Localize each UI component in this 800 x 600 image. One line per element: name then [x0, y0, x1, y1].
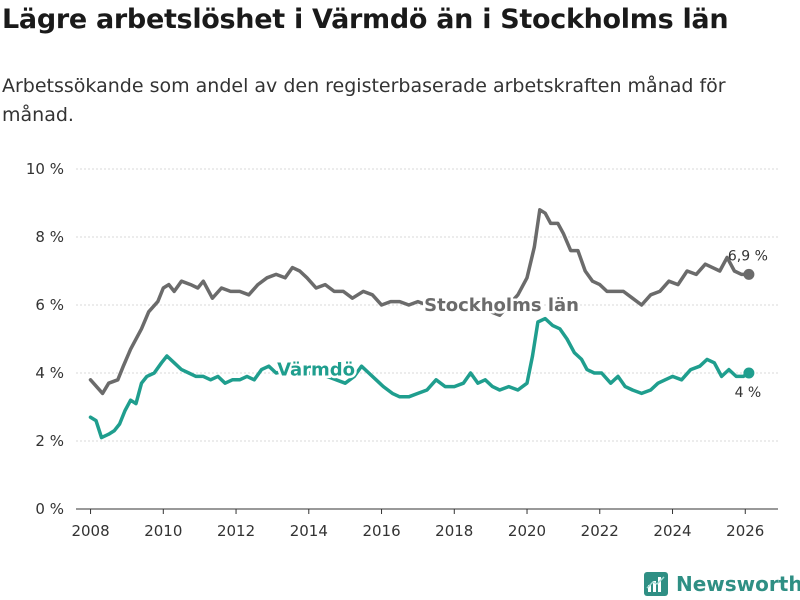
brand-name: Newsworthy: [676, 572, 800, 596]
series-name-label-v-rmd-: Värmdö: [277, 360, 355, 381]
y-tick-label: 10 %: [26, 160, 64, 178]
series-lines: [88, 208, 755, 440]
y-tick-label: 0 %: [35, 500, 64, 518]
x-tick-label: 2024: [653, 522, 691, 540]
x-tick-label: 2008: [71, 522, 109, 540]
chart-subtitle: Arbetssökande som andel av den registerb…: [2, 75, 726, 126]
y-tick-label: 6 %: [35, 296, 64, 314]
bar-chart-logo-icon: [644, 572, 668, 596]
newsworthy-logo: Newsworthy: [644, 569, 800, 599]
series-name-label-stockholms-l-n: Stockholms län: [424, 295, 579, 316]
series-line-v-rmd-: [88, 316, 751, 440]
x-tick-label: 2022: [581, 522, 619, 540]
end-point-v-rmd-: [743, 367, 755, 379]
y-tick-label: 2 %: [35, 432, 64, 450]
end-point-stockholms-l-n: [743, 268, 755, 280]
series-labels: 6,9 % 4 % Stockholms län Värmdö: [275, 248, 768, 401]
x-tick-label: 2018: [435, 522, 473, 540]
y-tick-label: 8 %: [35, 228, 64, 246]
x-tick-label: 2026: [726, 522, 764, 540]
axes: 0 % 2 % 4 % 6 % 8 % 10 % 2008 2010 2012 2014 2016 2…: [26, 160, 778, 540]
series-line-stockholms-l-n: [88, 208, 751, 396]
x-tick-label: 2020: [508, 522, 546, 540]
grid-lines: [76, 168, 778, 510]
y-tick-label: 4 %: [35, 364, 64, 382]
x-tick-label: 2012: [217, 522, 255, 540]
x-tick-label: 2016: [362, 522, 400, 540]
x-tick-label: 2010: [144, 522, 182, 540]
end-value-label-stockholms-l-n: 6,9 %: [728, 248, 768, 264]
x-tick-label: 2014: [290, 522, 328, 540]
end-value-label-v-rmd-: 4 %: [735, 385, 762, 401]
chart-title: Lägre arbetslöshet i Värmdö än i Stockho…: [2, 4, 729, 35]
